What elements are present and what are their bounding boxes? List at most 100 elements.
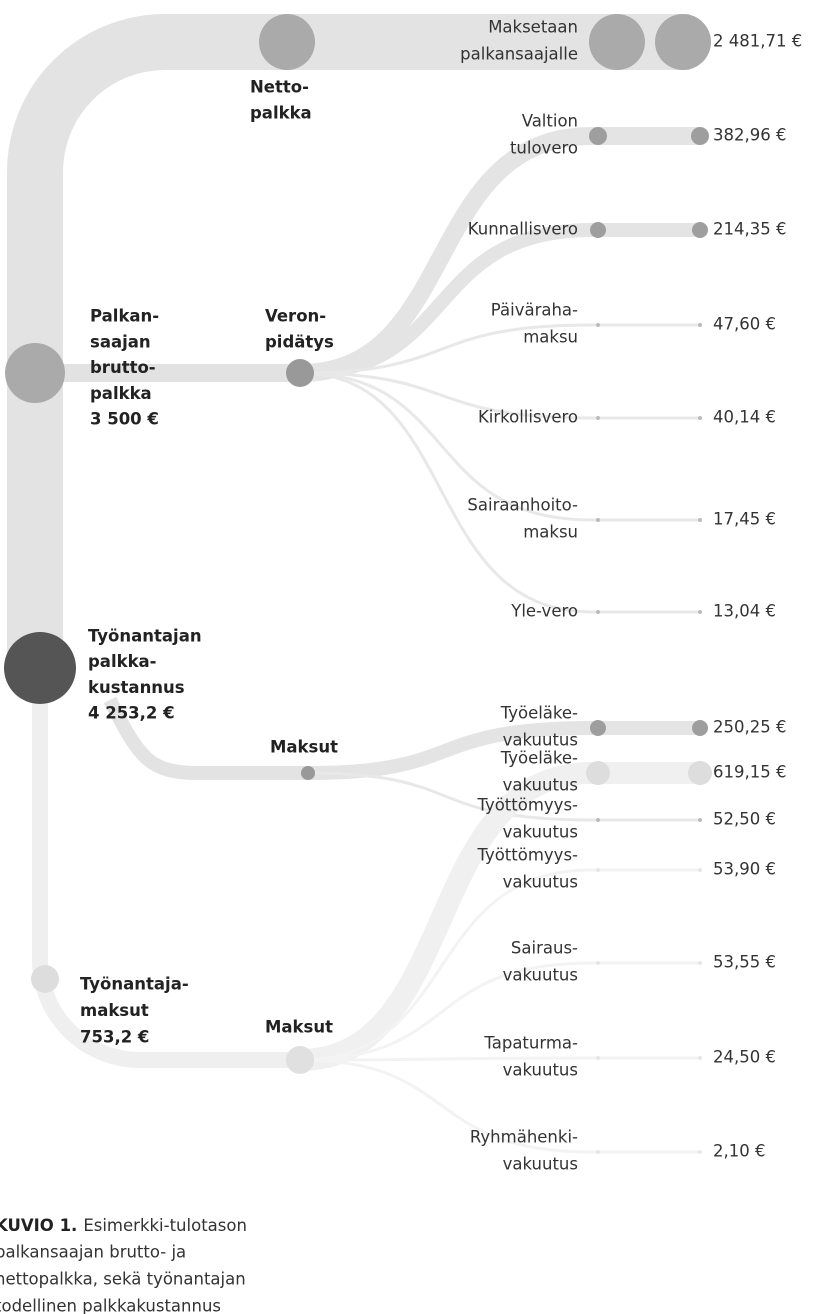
flow-band [299,323,700,375]
item-label: Yle-vero [510,602,578,621]
caption-text: Esimerkki-tulotason [83,1216,247,1235]
node-label: maksut [80,1001,149,1020]
item-value: 619,15 € [713,763,786,782]
node-dot [692,222,708,238]
node-label: palkka- [88,652,157,671]
node-label: 4 253,2 € [88,704,175,723]
node-label: Maksut [270,738,338,757]
item-label: maksu [523,328,578,347]
caption-label: KUVIO 1. [0,1216,77,1235]
node-label: kustannus [88,678,185,697]
item-value: 53,90 € [713,860,776,879]
item-label: Kirkollisvero [478,408,578,427]
node-dot [692,720,708,736]
item-label: vakuutus [503,1061,578,1080]
node-label: palkka [90,384,152,403]
item-value: 53,55 € [713,953,776,972]
caption-line: palkansaajan brutto- ja [0,1243,186,1262]
node-dot [31,965,59,993]
item-label: Tapaturma- [483,1034,578,1053]
node-dot [698,610,702,614]
item-value: 52,50 € [713,810,776,829]
node-dot [698,518,702,522]
item-label: vakuutus [503,776,578,795]
node-dot [5,343,65,403]
node-dot [596,961,600,965]
item-label: Maksetaan [488,18,578,37]
node-dot [589,14,645,70]
node-dot [596,868,600,872]
node-dot [596,1056,600,1060]
item-label: Työeläke- [500,704,578,723]
node-label: Maksut [265,1018,333,1037]
node-dot [589,127,607,145]
item-label: vakuutus [503,966,578,985]
item-label: Sairaanhoito- [467,496,578,515]
node-dot [698,416,702,420]
node-label: Työnantajan [88,627,202,646]
node-dot [596,416,600,420]
node-label: Palkan- [90,307,159,326]
flow-band [299,371,700,420]
node-dot [4,632,76,704]
node-dot [655,14,711,70]
flow-band [7,14,690,660]
item-value: 24,50 € [713,1048,776,1067]
node-dot [698,868,702,872]
item-label: Valtion [522,112,578,131]
item-label: Työeläke- [500,749,578,768]
caption-line: todellinen palkkakustannus [0,1297,221,1314]
node-dot [698,961,702,965]
flow-band [299,371,700,614]
flow-band [299,868,700,1062]
item-value: 382,96 € [713,126,786,145]
item-label: vakuutus [503,731,578,750]
item-label: Kunnallisvero [468,220,578,239]
node-label: 3 500 € [90,410,159,429]
node-dot [698,818,702,822]
node-label: Netto- [250,78,309,97]
node-dot [691,127,709,145]
caption-line: nettopalkka, sekä työnantajan [0,1270,246,1289]
item-value: 13,04 € [713,602,776,621]
node-label: pidätys [265,333,334,352]
node-dot [596,1150,600,1154]
node-dot [301,766,315,780]
item-label: maksu [523,523,578,542]
item-label: tulovero [510,139,578,158]
node-dot [596,323,600,327]
flow-band [299,961,700,1062]
flow-band [299,1056,700,1062]
flow-band [32,668,300,1068]
item-value: 250,25 € [713,718,786,737]
node-dot [259,14,315,70]
item-label: palkansaajalle [460,45,578,64]
item-value: 214,35 € [713,220,786,239]
node-dot [596,518,600,522]
node-dot [698,1056,702,1060]
item-label: Päiväraha- [491,301,578,320]
item-value: 2,10 € [713,1142,765,1161]
node-dot [590,222,606,238]
item-label: vakuutus [503,873,578,892]
flow-band [103,696,308,780]
item-label: Työttömyys- [476,796,578,815]
node-dot [286,1046,314,1074]
node-label: palkka [250,104,312,123]
node-dot [698,323,702,327]
item-label: Sairaus- [511,939,578,958]
item-value: 2 481,71 € [713,32,802,51]
item-label: Työttömyys- [476,846,578,865]
item-label: vakuutus [503,1155,578,1174]
node-label: 753,2 € [80,1028,149,1047]
flow-band [299,223,700,380]
node-dot [688,761,712,785]
node-label: Veron- [265,307,326,326]
node-dot [286,359,314,387]
item-value: 40,14 € [713,408,776,427]
flow-band [307,721,700,780]
item-value: 17,45 € [713,510,776,529]
node-dot [590,720,606,736]
node-dot [596,818,600,822]
